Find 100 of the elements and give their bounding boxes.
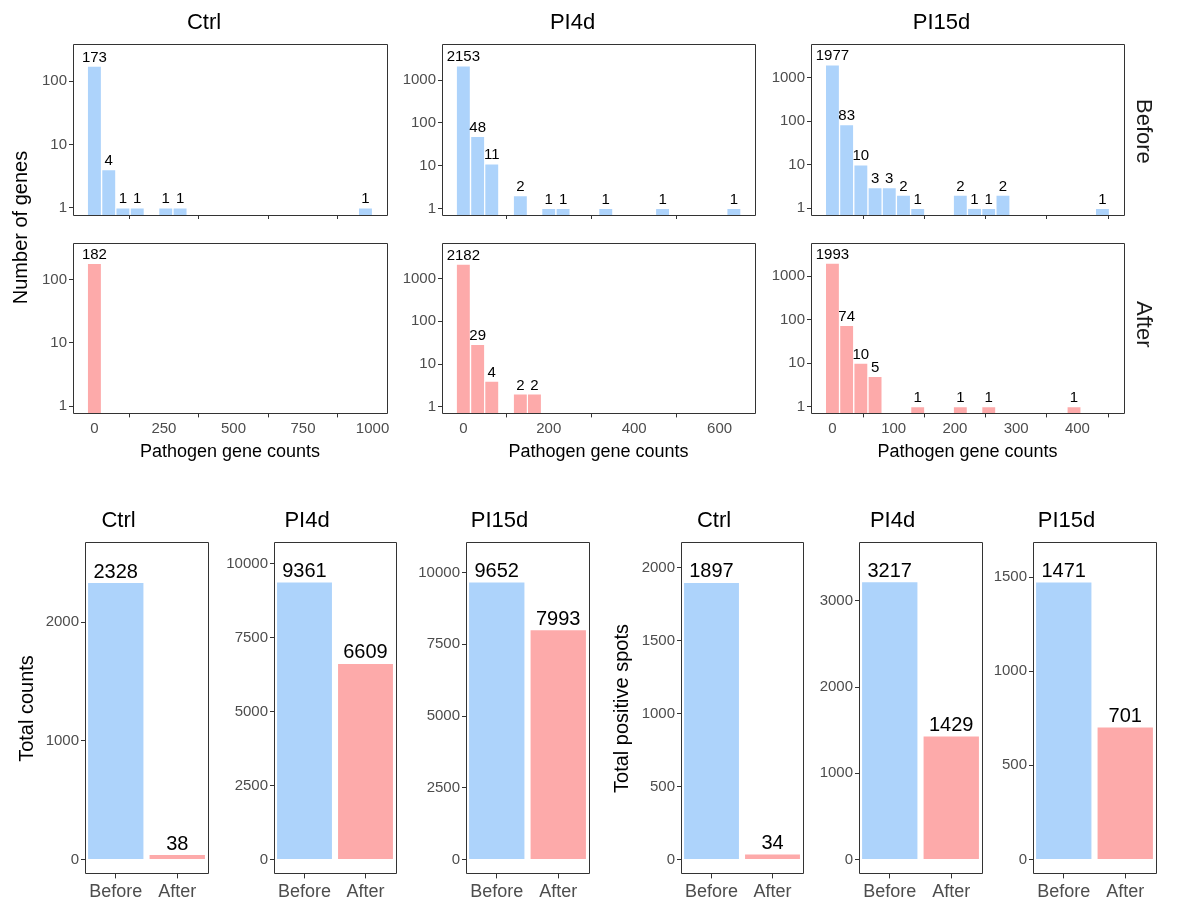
x-tick-label: 200 <box>942 418 968 436</box>
y-tick-label: 500 <box>1001 755 1027 773</box>
x-tick-label: 200 <box>536 418 562 436</box>
y-tick-label: 1000 <box>771 266 805 284</box>
data-label: 6609 <box>343 640 388 663</box>
data-label: 7993 <box>536 606 581 629</box>
x-axis-title: Pathogen gene counts <box>508 441 689 462</box>
data-label: 1 <box>133 189 142 207</box>
y-tick-label: 2000 <box>819 677 853 695</box>
data-label: 2 <box>530 375 539 393</box>
data-label: 38 <box>166 831 189 854</box>
data-label: 1 <box>970 189 979 207</box>
data-label: 2153 <box>446 47 481 65</box>
y-axis-title: Total positive spots <box>609 623 633 793</box>
data-label: 1 <box>175 189 185 207</box>
y-tick-label: 10 <box>788 353 805 371</box>
y-tick-label: 1000 <box>402 70 436 88</box>
x-tick-label: 1000 <box>355 418 390 436</box>
data-label: 1471 <box>1041 559 1086 582</box>
data-label: 2 <box>899 176 908 194</box>
y-tick-label: 1 <box>796 396 805 414</box>
x-tick-label: Before <box>277 881 332 902</box>
y-tick-label: 10 <box>50 333 67 351</box>
data-label: 2 <box>516 177 525 195</box>
y-tick-label: 2000 <box>641 558 675 576</box>
data-label: 1977 <box>815 46 850 64</box>
x-tick-label: 300 <box>1003 418 1029 436</box>
data-label: 2328 <box>93 559 138 582</box>
data-label: 29 <box>469 325 486 343</box>
data-label: 3217 <box>867 558 912 581</box>
chart-title: Ctrl <box>696 507 732 533</box>
y-tick-label: 3000 <box>819 591 853 609</box>
data-label: 1 <box>956 388 965 406</box>
data-label: 2 <box>956 176 965 194</box>
y-tick-label: 1500 <box>641 630 675 648</box>
data-label: 701 <box>1108 704 1142 726</box>
data-label: 2 <box>998 176 1008 194</box>
x-tick-label: 600 <box>707 418 733 436</box>
y-tick-label: 100 <box>410 311 436 329</box>
data-label: 34 <box>761 831 784 854</box>
y-tick-label: 1000 <box>819 763 853 781</box>
y-tick-label: 5000 <box>426 706 460 724</box>
y-tick-label: 0 <box>70 849 79 867</box>
y-tick-label: 0 <box>259 849 268 867</box>
y-axis-title: Total counts <box>14 654 38 762</box>
data-label: 11 <box>483 145 500 163</box>
y-axis-title: Number of genes <box>8 150 32 305</box>
y-tick-label: 0 <box>666 849 675 867</box>
chart-title: PI15d <box>470 507 529 533</box>
x-tick-label: After <box>539 881 578 902</box>
y-tick-label: 1000 <box>993 661 1027 679</box>
chart-title: PI4d <box>869 507 916 533</box>
data-label: 74 <box>838 307 855 325</box>
x-tick-label: After <box>932 881 971 902</box>
x-tick-label: 0 <box>90 418 99 436</box>
y-tick-label: 10 <box>50 134 67 152</box>
chart-title: PI15d <box>1037 507 1096 533</box>
data-label: 2 <box>516 375 525 393</box>
data-label: 3 <box>885 169 894 187</box>
data-label: 1 <box>558 190 568 208</box>
data-label: 1 <box>361 189 370 207</box>
text: After <box>1131 300 1157 347</box>
x-tick-label: 750 <box>290 418 316 436</box>
chart-title: Ctrl <box>186 9 222 35</box>
data-label: 1 <box>544 190 553 208</box>
y-tick-label: 1 <box>796 198 805 216</box>
data-label: 1993 <box>815 244 850 262</box>
data-label: 1 <box>913 189 922 207</box>
data-label: 9652 <box>474 559 519 582</box>
y-tick-label: 0 <box>451 849 460 867</box>
x-tick-label: Before <box>89 881 143 902</box>
data-label: 1897 <box>689 559 734 582</box>
data-label: 5 <box>870 357 880 375</box>
x-tick-label: After <box>158 881 197 902</box>
y-tick-label: 100 <box>779 111 805 129</box>
x-tick-label: 400 <box>621 418 647 436</box>
y-tick-label: 10 <box>788 154 805 172</box>
chart-title: PI4d <box>284 507 330 533</box>
y-tick-label: 2500 <box>426 777 460 795</box>
data-label: 9361 <box>282 558 327 581</box>
x-tick-label: After <box>753 881 792 902</box>
data-label: 4 <box>487 362 496 380</box>
x-tick-label: Before <box>684 881 739 902</box>
chart-title: Ctrl <box>101 507 136 533</box>
data-label: 3 <box>870 169 880 187</box>
y-tick-label: 10000 <box>418 562 460 580</box>
data-label: 10 <box>852 344 870 362</box>
data-label: 1 <box>729 190 739 208</box>
y-tick-label: 100 <box>41 269 67 287</box>
y-tick-label: 7500 <box>426 634 460 652</box>
y-tick-label: 5000 <box>234 701 268 719</box>
data-label: 1 <box>913 388 922 406</box>
y-tick-label: 1 <box>58 197 67 215</box>
data-label: 83 <box>838 106 855 124</box>
y-tick-label: 10000 <box>226 553 268 571</box>
y-tick-label: 2000 <box>45 612 79 630</box>
x-tick-label: After <box>1106 881 1145 902</box>
y-tick-label: 7500 <box>234 627 268 645</box>
y-tick-label: 1000 <box>771 67 805 85</box>
x-tick-label: 400 <box>1064 418 1090 436</box>
